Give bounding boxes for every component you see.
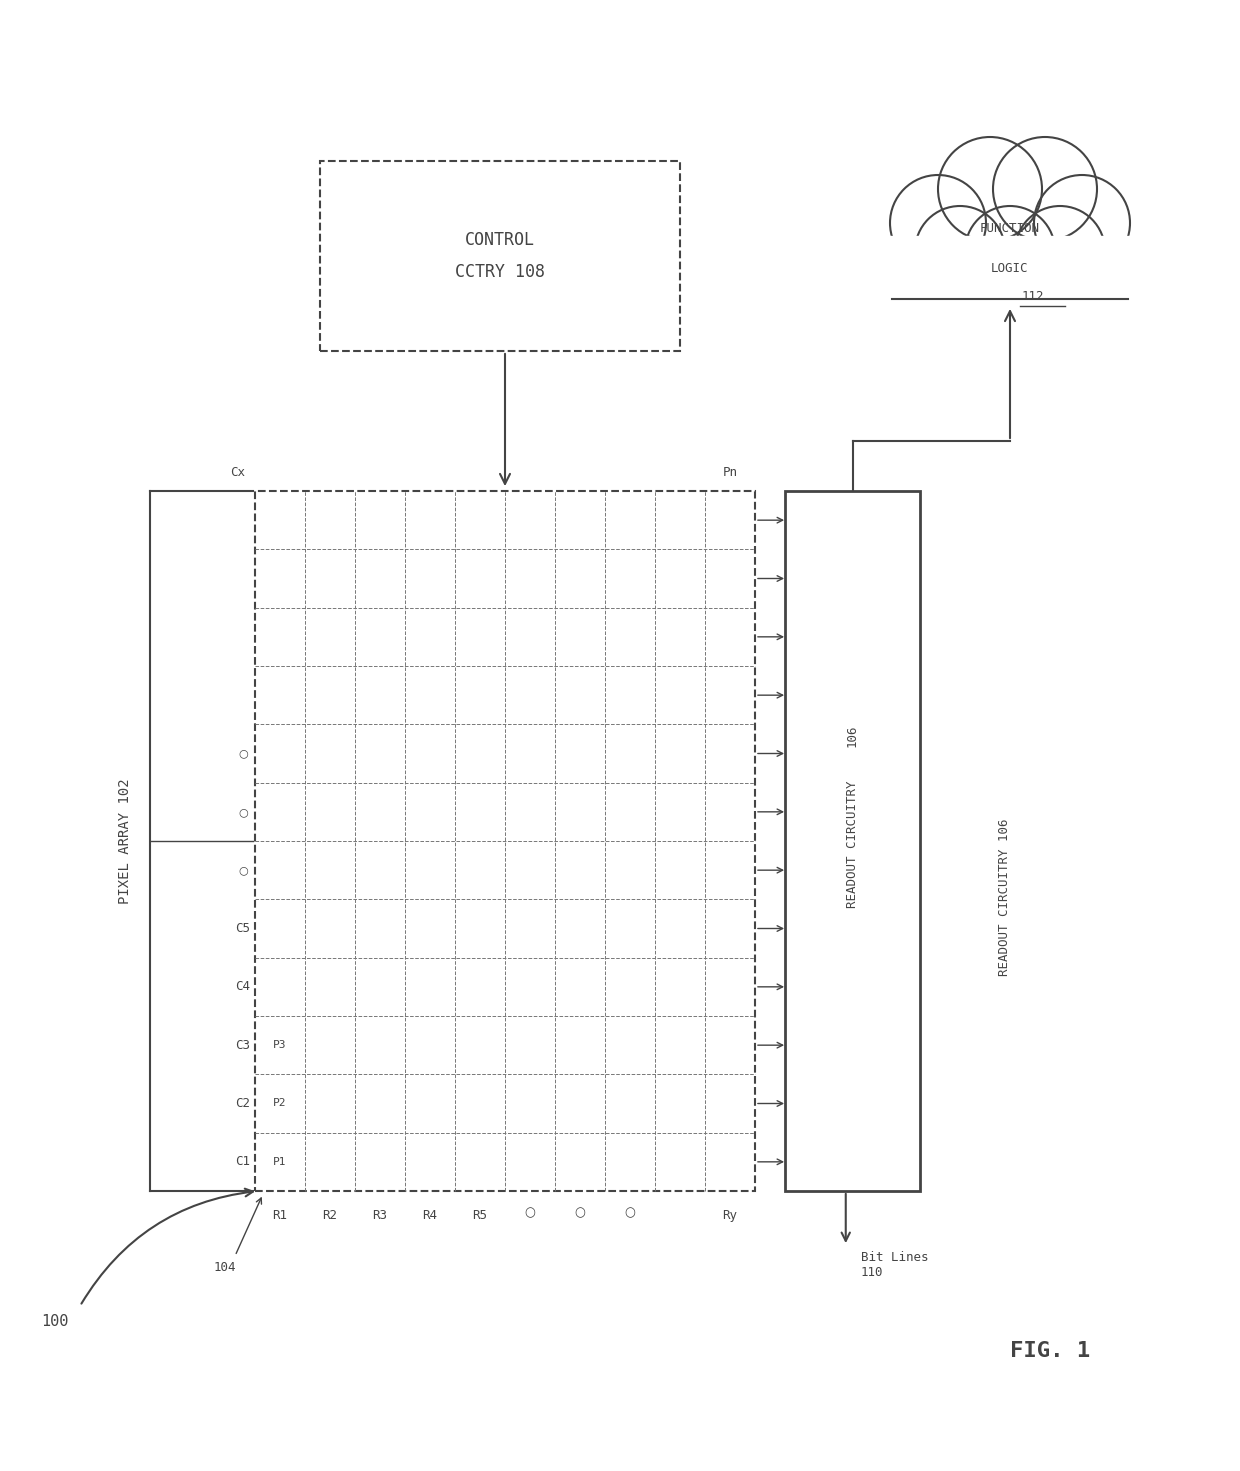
Text: R1: R1 — [273, 1209, 288, 1222]
Text: Ry: Ry — [723, 1209, 738, 1222]
Text: P1: P1 — [273, 1156, 286, 1167]
Text: C3: C3 — [236, 1039, 250, 1052]
Circle shape — [1034, 175, 1130, 271]
Text: R2: R2 — [322, 1209, 337, 1222]
Circle shape — [965, 206, 1055, 296]
Text: P3: P3 — [273, 1040, 286, 1050]
Bar — [320, 160, 680, 352]
Text: Cx: Cx — [229, 466, 246, 480]
Text: ○: ○ — [525, 1206, 536, 1219]
Text: P2: P2 — [273, 1099, 286, 1109]
Text: ○: ○ — [238, 806, 248, 816]
Circle shape — [915, 206, 1004, 296]
Bar — [785, 491, 920, 1192]
Text: LOGIC: LOGIC — [991, 262, 1029, 275]
Text: R3: R3 — [372, 1209, 387, 1222]
Text: Pn: Pn — [723, 466, 738, 480]
Circle shape — [890, 175, 986, 271]
Text: ○: ○ — [238, 865, 248, 875]
Text: FIG. 1: FIG. 1 — [1009, 1342, 1090, 1361]
Text: READOUT CIRCUITRY: READOUT CIRCUITRY — [846, 774, 859, 909]
Text: READOUT CIRCUITRY 106: READOUT CIRCUITRY 106 — [998, 818, 1012, 975]
Circle shape — [993, 137, 1097, 241]
Text: ○: ○ — [238, 749, 248, 759]
Text: R5: R5 — [472, 1209, 487, 1222]
Text: PIXEL ARRAY 102: PIXEL ARRAY 102 — [118, 778, 131, 903]
Circle shape — [937, 137, 1042, 241]
Text: Bit Lines
110: Bit Lines 110 — [861, 1250, 929, 1278]
Text: C5: C5 — [236, 922, 250, 936]
Text: 100: 100 — [41, 1314, 68, 1328]
Text: 106: 106 — [846, 725, 859, 747]
Text: FUNCTION: FUNCTION — [980, 222, 1040, 235]
Circle shape — [1016, 206, 1105, 296]
Text: CONTROL
CCTRY 108: CONTROL CCTRY 108 — [455, 231, 546, 281]
Text: 104: 104 — [213, 1261, 237, 1274]
Text: ○: ○ — [574, 1206, 585, 1219]
Text: C4: C4 — [236, 980, 250, 993]
Text: 112: 112 — [1022, 290, 1044, 303]
Text: ○: ○ — [625, 1206, 635, 1219]
Text: R4: R4 — [423, 1209, 438, 1222]
Bar — [255, 491, 755, 1192]
Text: C1: C1 — [236, 1155, 250, 1168]
Text: C2: C2 — [236, 1097, 250, 1111]
